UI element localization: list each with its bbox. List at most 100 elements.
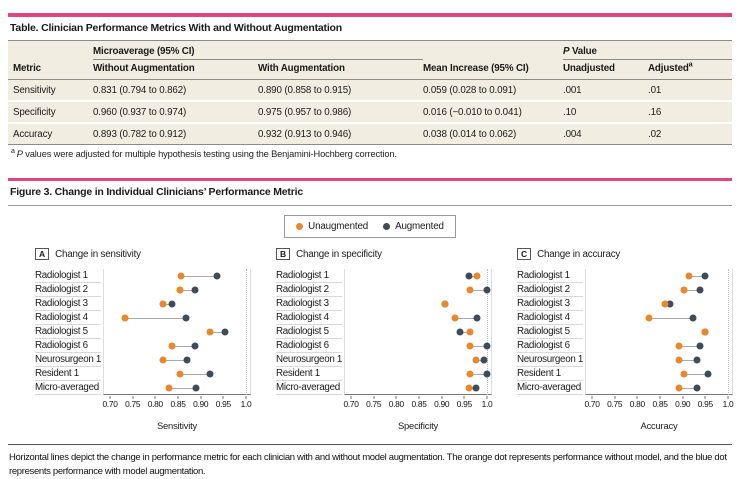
panel-title: C Change in accuracy bbox=[517, 248, 733, 260]
footnote-marker: a bbox=[11, 147, 15, 155]
table-title: Table. Clinician Performance Metrics Wit… bbox=[10, 22, 342, 34]
figure-panel-c: C Change in accuracy Radiologist 1 Radiolog… bbox=[517, 248, 734, 431]
axis-tick bbox=[177, 396, 179, 399]
axis-tick-label: 0.80 bbox=[629, 399, 645, 409]
unaugmented-dot bbox=[159, 300, 167, 308]
axis-tick bbox=[350, 396, 352, 399]
column-header: Unadjusted bbox=[563, 59, 648, 80]
metric-cell: Sensitivity bbox=[8, 79, 93, 102]
connector-line bbox=[460, 331, 471, 333]
augmented-dot bbox=[221, 328, 229, 336]
unaugmented-dot bbox=[206, 328, 214, 336]
metric-cell: Specificity bbox=[8, 101, 93, 124]
table-row: Specificity 0.960 (0.937 to 0.974) 0.975 (… bbox=[8, 101, 732, 124]
connector-line bbox=[455, 317, 478, 319]
dot-plot: 0.70 0.75 0.80 0.85 0.90 0.95 1.0 bbox=[102, 269, 252, 409]
connector-line bbox=[678, 359, 697, 361]
row-label: Neurosurgeon 1 bbox=[35, 354, 102, 367]
panel-title-text: Change in accuracy bbox=[537, 248, 621, 260]
unaugmented-dot bbox=[159, 356, 167, 364]
panel-letter: C bbox=[517, 248, 532, 260]
augmented-dot bbox=[465, 272, 473, 280]
axis-tick-label: 1.0 bbox=[240, 399, 252, 409]
panel-title: A Change in sensitivity bbox=[35, 248, 251, 260]
axis-tick bbox=[682, 396, 684, 399]
augmented-dot bbox=[472, 384, 480, 392]
augmented-dot bbox=[696, 342, 704, 350]
legend-label: Unaugmented bbox=[308, 221, 369, 232]
connector-line bbox=[689, 275, 705, 277]
value-cell: .10 bbox=[563, 101, 648, 124]
axis-tick bbox=[418, 396, 420, 399]
value-cell: 0.960 (0.937 to 0.974) bbox=[93, 101, 258, 124]
augmented-dot bbox=[183, 356, 191, 364]
value-cell: 0.893 (0.782 to 0.912) bbox=[93, 123, 258, 145]
table-row: Accuracy 0.893 (0.782 to 0.912) 0.932 (0.9… bbox=[8, 123, 732, 145]
axis-tick-label: 0.85 bbox=[411, 399, 427, 409]
axis-tick bbox=[200, 396, 202, 399]
row-label: Radiologist 2 bbox=[517, 283, 583, 297]
row-label: Radiologist 1 bbox=[517, 269, 583, 283]
axis-tick-label: 0.95 bbox=[456, 399, 472, 409]
connector-line bbox=[469, 373, 487, 375]
unaugmented-dot bbox=[675, 356, 683, 364]
augmented-dot bbox=[191, 286, 199, 294]
augmented-dot bbox=[704, 370, 712, 378]
augmented-dot bbox=[213, 272, 221, 280]
augmented-dot bbox=[192, 384, 200, 392]
pvalue-rest: Value bbox=[569, 46, 597, 57]
table-row: Sensitivity 0.831 (0.794 to 0.862) 0.890 (… bbox=[8, 79, 732, 102]
augmented-dot bbox=[693, 384, 701, 392]
row-label: Radiologist 3 bbox=[276, 297, 342, 311]
unaugmented-dot bbox=[451, 314, 459, 322]
augmented-dot bbox=[191, 342, 199, 350]
axis-tick bbox=[222, 396, 224, 399]
column-header-sup: a bbox=[688, 61, 693, 69]
axis-title: Specificity bbox=[397, 420, 438, 431]
augmented-dot bbox=[456, 328, 464, 336]
row-label: Radiologist 3 bbox=[35, 297, 101, 311]
row-label: Resident 1 bbox=[35, 367, 101, 381]
metrics-table: Microaverage (95% CI) P Value Metric With… bbox=[8, 40, 732, 145]
axis-tick-label: 0.85 bbox=[170, 399, 186, 409]
plot-wrap: 0.70 0.75 0.80 0.85 0.90 0.95 1.0 Accuracy bbox=[584, 269, 734, 431]
axis-tick-label: 1.0 bbox=[722, 399, 734, 409]
gridline bbox=[487, 269, 488, 395]
unaugmented-dot bbox=[168, 342, 176, 350]
unaugmented-dot bbox=[176, 370, 184, 378]
row-label: Radiologist 2 bbox=[35, 283, 101, 297]
connector-line bbox=[469, 275, 478, 277]
value-cell: 0.038 (0.014 to 0.062) bbox=[423, 123, 563, 145]
plot-wrap: 0.70 0.75 0.80 0.85 0.90 0.95 1.0 Sensitivity bbox=[102, 269, 252, 431]
connector-line bbox=[469, 345, 487, 347]
unaugmented-dot bbox=[680, 370, 688, 378]
connector-line bbox=[679, 387, 698, 389]
unaugmented-dot bbox=[473, 272, 481, 280]
row-labels: Radiologist 1 Radiologist 2 Radiologist 3 R… bbox=[276, 269, 342, 431]
augmented-dot bbox=[696, 286, 704, 294]
row-label: Micro-averaged bbox=[35, 381, 101, 395]
footnote-italic: P bbox=[16, 149, 23, 159]
augmented-dot bbox=[701, 272, 709, 280]
row-label: Radiologist 1 bbox=[35, 269, 101, 283]
gridline bbox=[728, 269, 729, 395]
row-label: Resident 1 bbox=[517, 367, 583, 381]
axis-tick bbox=[614, 396, 616, 399]
row-label: Radiologist 2 bbox=[276, 283, 342, 297]
row-label: Radiologist 1 bbox=[276, 269, 342, 283]
row-label: Resident 1 bbox=[276, 367, 342, 381]
connector-line bbox=[210, 331, 225, 333]
unaugmented-dot-icon bbox=[296, 223, 304, 230]
microaverage-span-header: Microaverage (95% CI) bbox=[93, 40, 423, 60]
figure-panel-a: A Change in sensitivity Radiologist 1 Radio… bbox=[35, 248, 252, 431]
figure-caption: Horizontal lines depict the change in pe… bbox=[9, 452, 727, 477]
row-label: Radiologist 4 bbox=[35, 311, 101, 325]
legend-item-unaugmented: Unaugmented bbox=[296, 221, 368, 232]
axis-title: Accuracy bbox=[640, 420, 678, 431]
panel-body: Radiologist 1 Radiologist 2 Radiologist 3 R… bbox=[276, 269, 493, 431]
row-label: Radiologist 4 bbox=[517, 311, 583, 325]
axis-tick-label: 1.0 bbox=[481, 399, 493, 409]
connector-line bbox=[169, 387, 197, 389]
